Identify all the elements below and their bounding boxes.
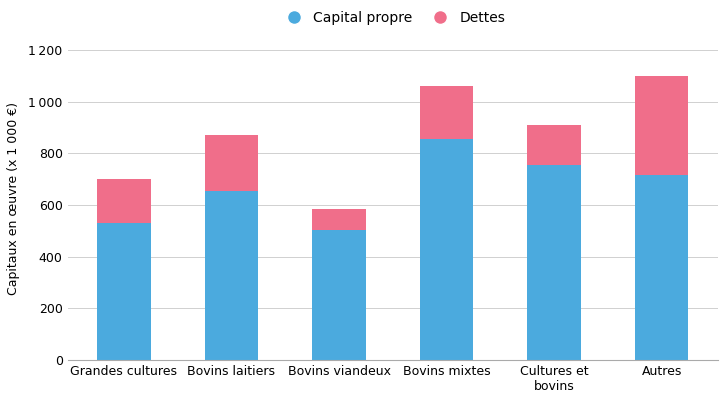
Bar <box>204 191 258 360</box>
Bar <box>312 209 366 230</box>
Bar <box>420 139 473 360</box>
Bar <box>97 179 151 223</box>
Bar <box>97 223 151 360</box>
Bar <box>634 76 689 175</box>
Bar <box>527 125 581 165</box>
Y-axis label: Capitaux en œuvre (x 1 000 €): Capitaux en œuvre (x 1 000 €) <box>7 102 20 295</box>
Bar <box>634 175 689 360</box>
Bar <box>204 135 258 191</box>
Legend: Capital propre, Dettes: Capital propre, Dettes <box>274 5 511 30</box>
Bar <box>312 230 366 360</box>
Bar <box>420 86 473 139</box>
Bar <box>527 165 581 360</box>
